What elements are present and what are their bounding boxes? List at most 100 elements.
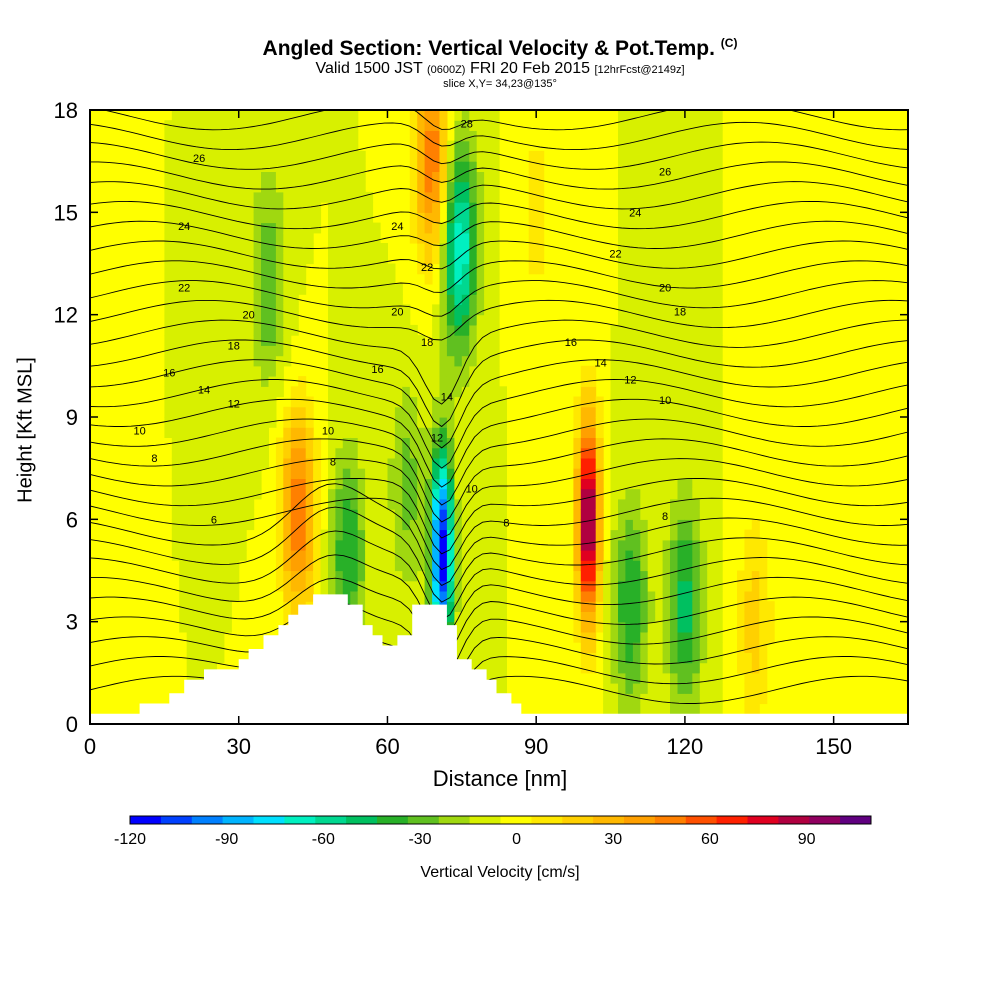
heat-cell [223,570,232,582]
heat-cell [201,120,210,131]
heat-cell [223,243,232,254]
heat-cell [632,130,641,142]
heat-cell [610,652,619,664]
heat-cell [424,447,433,459]
heat-cell [164,365,173,377]
heat-cell [290,273,299,285]
heat-cell [610,621,619,633]
heat-cell [662,672,671,684]
heat-cell [625,345,634,357]
heat-cell [491,601,500,612]
heat-cell [528,263,537,275]
heat-cell [290,457,299,469]
heat-cell [246,427,255,438]
colorbar-tick-label: -90 [215,831,238,848]
contour-label: 12 [624,375,636,387]
heat-cell [536,161,545,172]
heat-cell [223,406,232,418]
heat-cell [283,498,292,510]
contour-label: 14 [594,357,606,369]
heat-cell [461,468,470,479]
contour-label: 18 [421,337,433,349]
heat-cell [268,324,277,336]
heat-cell [499,550,507,561]
heat-cell [491,529,500,541]
heat-cell [707,191,716,203]
heat-cell [231,294,240,305]
heat-cell [432,140,441,152]
heat-cell [625,509,634,520]
heat-cell [387,447,396,459]
heat-cell [179,396,188,408]
heat-cell [595,621,604,633]
heat-cell [342,427,351,438]
heat-cell [372,263,381,275]
heat-cell [283,591,292,602]
heat-cell [246,130,255,142]
heat-cell [677,478,686,490]
heat-cell [499,652,507,664]
heat-cell [290,171,299,183]
heat-cell [461,130,470,142]
colorbar-swatch [654,816,687,824]
heat-cell [238,417,247,428]
heat-cell [469,324,478,336]
heat-cell [684,314,693,326]
heat-cell [231,539,240,551]
heat-cell [201,427,210,438]
heat-cell [283,478,292,490]
heat-cell [655,365,664,377]
heat-cell [179,427,188,438]
heat-cell [714,437,723,449]
heat-cell [209,324,217,336]
heat-cell [699,488,708,500]
heat-cell [446,294,455,305]
heat-cell [432,335,441,346]
heat-cell [298,396,307,408]
heat-cell [335,406,344,418]
heat-cell [618,161,626,172]
heat-cell [632,560,641,572]
heat-cell [580,529,589,541]
heat-cell [409,509,418,520]
heat-cell [261,437,269,449]
heat-cell [246,365,255,377]
heat-cell [640,683,649,694]
heat-cell [216,202,225,213]
heat-cell [171,488,180,500]
heat-cell [231,120,240,131]
heat-cell [707,355,716,367]
heat-cell [640,703,649,715]
heat-cell [186,519,195,531]
heat-cell [476,345,485,357]
heat-cell [618,335,626,346]
heat-cell [618,202,626,213]
heat-cell [476,324,485,336]
heat-cell [684,324,693,336]
heat-cell [238,468,247,479]
heat-cell [632,345,641,357]
heat-cell [640,212,649,224]
heat-cell [201,488,210,500]
heat-cell [677,181,686,193]
subtitle-z: (0600Z) [426,64,466,76]
heat-cell [461,386,470,398]
heat-cell [632,253,641,265]
heat-cell [231,335,240,346]
heat-cell [365,437,374,449]
heat-cell [209,386,217,398]
heat-cell [618,519,626,531]
heat-cell [417,212,426,224]
heat-cell [201,130,210,142]
heat-cell [454,140,463,152]
isentrope-line [90,359,908,449]
heat-cell [677,468,686,479]
heat-cell [684,611,693,623]
heat-cell [439,478,448,490]
heat-cell [655,703,664,715]
heat-cell [640,611,649,623]
heat-cell [484,611,493,623]
heat-cell [454,304,463,316]
heat-cell [313,570,322,582]
heat-cell [261,212,269,224]
